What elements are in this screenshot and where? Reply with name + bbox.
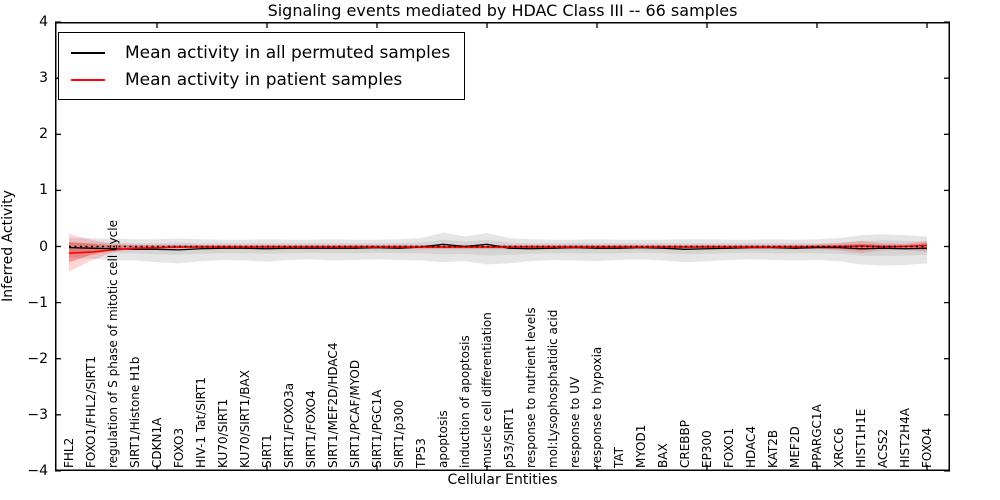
x-tick-label: HDAC4	[744, 425, 758, 468]
x-tick-label: FHL2	[62, 437, 76, 468]
x-tick-label: FOXO3	[172, 427, 186, 468]
x-tick-label: SIRT1/FOXO3a	[282, 382, 296, 468]
y-tick-label: −2	[27, 350, 48, 367]
x-tick-label: KU70/SIRT1	[216, 398, 230, 468]
legend: Mean activity in all permuted samples Mea…	[58, 32, 466, 100]
x-tick-label: SIRT1/MEF2D/HDAC4	[326, 342, 340, 468]
x-tick-label: TP53	[414, 438, 428, 468]
x-tick-label: BAX	[656, 443, 670, 468]
x-tick-label: TAT	[612, 446, 626, 468]
y-tick-label: 2	[39, 126, 48, 143]
legend-label: Mean activity in all permuted samples	[125, 42, 451, 63]
legend-line-sample	[71, 78, 105, 81]
x-tick-label: KAT2B	[766, 429, 780, 468]
x-tick-label: response to hypoxia	[590, 346, 604, 468]
legend-entry: Mean activity in all permuted samples	[71, 39, 450, 66]
y-tick-label: 0	[39, 238, 48, 255]
y-tick-label: −4	[27, 462, 48, 479]
y-tick-label: −1	[27, 294, 48, 311]
x-axis-label: Cellular Entities	[447, 472, 558, 488]
x-tick-label: SIRT1/FOXO4	[304, 390, 318, 468]
x-tick-label: HIST2H4A	[898, 407, 912, 468]
x-tick-label: ACSS2	[876, 428, 890, 468]
x-tick-label: SIRT1/PGC1A	[370, 389, 384, 468]
x-tick-label: XRCC6	[832, 427, 846, 468]
x-tick-label: SIRT1/p300	[392, 399, 406, 468]
x-tick-label: HIST1H1E	[854, 408, 868, 468]
x-tick-label: FOXO1/FHL2/SIRT1	[84, 355, 98, 468]
x-tick-label: regulation of S phase of mitotic cell cy…	[106, 220, 120, 468]
permuted-confidence-inner-band	[69, 239, 927, 257]
x-tick-label: HIV-1 Tat/SIRT1	[194, 377, 208, 468]
x-tick-label: response to UV	[568, 376, 582, 468]
legend-entry: Mean activity in patient samples	[71, 66, 450, 93]
x-tick-label: p53/SIRT1	[502, 407, 516, 468]
x-tick-label: SIRT1/PCAF/MYOD	[348, 359, 362, 468]
x-tick-label: CREBBP	[678, 420, 692, 468]
x-tick-label: muscle cell differentiation	[480, 312, 494, 468]
x-tick-label: mol:Lysophosphatidic acid	[546, 309, 560, 468]
y-tick-label: 1	[39, 182, 48, 199]
y-tick-label: 3	[39, 70, 48, 87]
x-tick-label: EP300	[700, 430, 714, 468]
x-tick-label: MEF2D	[788, 426, 802, 468]
x-tick-label: MYOD1	[634, 424, 648, 468]
y-axis-label: Inferred Activity	[0, 190, 16, 302]
x-tick-label: apoptosis	[436, 410, 450, 468]
y-tick-label: −3	[27, 406, 48, 423]
x-tick-label: FOXO1	[722, 427, 736, 468]
x-tick-label: KU70/SIRT1/BAX	[238, 370, 252, 468]
legend-label: Mean activity in patient samples	[125, 69, 403, 90]
permuted-confidence-outer-band	[69, 232, 927, 266]
x-tick-label: SIRT1/Histone H1b	[128, 356, 142, 468]
x-tick-label: CDKN1A	[150, 417, 164, 468]
y-tick-label: 4	[39, 14, 48, 31]
x-tick-label: induction of apoptosis	[458, 335, 472, 468]
x-tick-label: SIRT1	[260, 434, 274, 468]
legend-line-sample	[71, 51, 105, 54]
chart-title: Signaling events mediated by HDAC Class …	[267, 1, 738, 20]
x-tick-label: FOXO4	[920, 427, 934, 468]
x-tick-label: response to nutrient levels	[524, 307, 538, 468]
x-tick-label: PPARGC1A	[810, 404, 824, 468]
